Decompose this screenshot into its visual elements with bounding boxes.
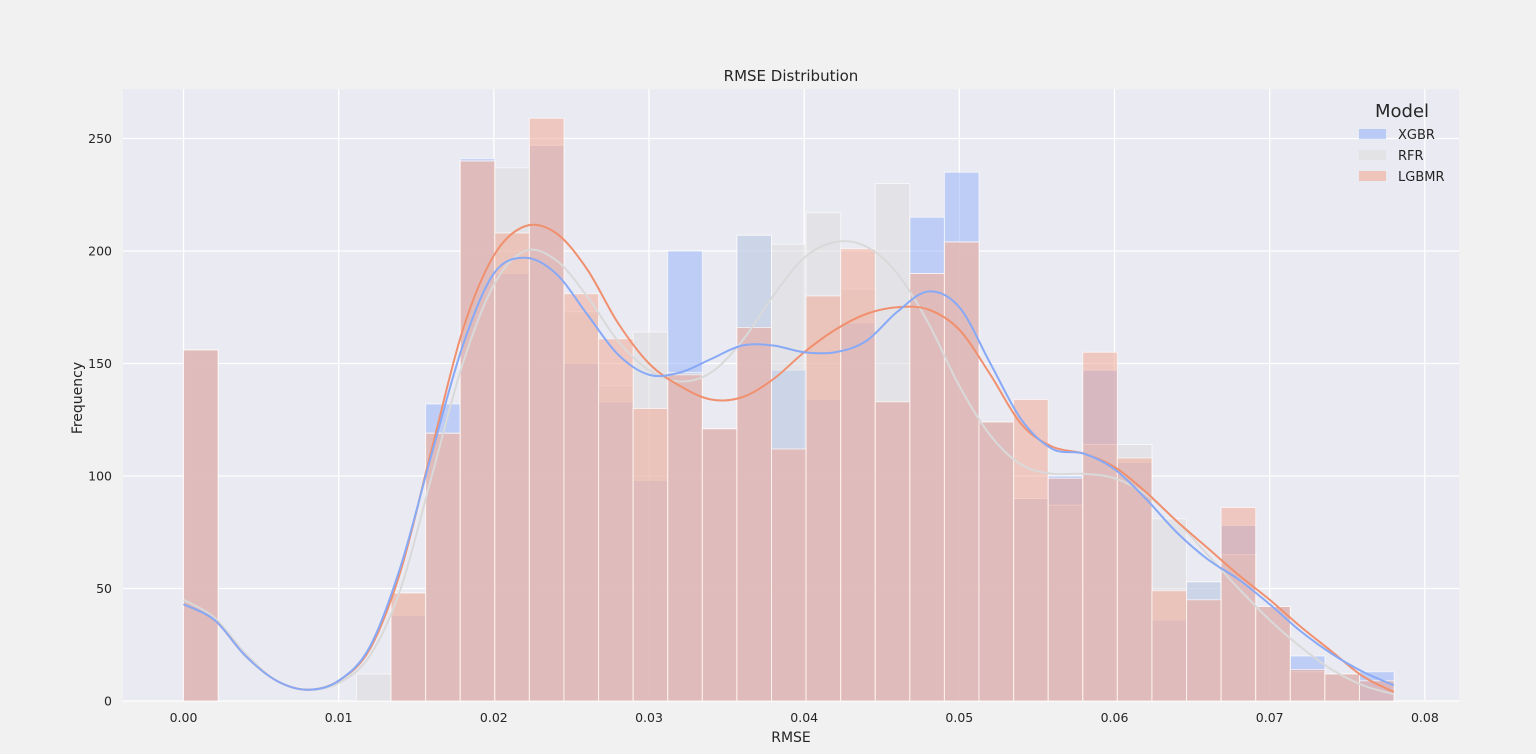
x-tick-label: 0.04 [790, 710, 818, 725]
kde-line-xgbr [183, 256, 1395, 691]
legend-label-lgbmr: LGBMR [1398, 170, 1444, 185]
bar-lgbmr-9 [494, 232, 530, 702]
bar-rfr-5 [355, 673, 392, 702]
bar-lgbmr-24 [1013, 399, 1049, 702]
legend-items: XGBR RFR LGBMR [1359, 128, 1444, 185]
y-tick-label: 150 [88, 356, 112, 371]
bar-lgbmr-31 [1255, 606, 1291, 702]
legend-swatch-xgbr [1359, 129, 1386, 139]
legend: Model XGBR RFR LGBMR [1359, 101, 1444, 185]
bar-lgbmr-34 [1358, 680, 1395, 702]
bar-lgbmr-13 [632, 408, 669, 702]
x-tick-label: 0.08 [1411, 710, 1439, 725]
x-axis-ticks: 0.00 0.01 0.02 0.03 0.04 0.05 0.06 0.07 0.08 [170, 710, 1439, 725]
kde-line-rfr [183, 240, 1395, 696]
bar-lgbmr-18 [805, 295, 842, 702]
y-tick-label: 0 [104, 694, 112, 709]
bar-lgbmr-30 [1220, 507, 1257, 702]
bar-lgbmr-6 [390, 592, 427, 702]
chart-title: RMSE Distribution [724, 67, 859, 85]
kde-curves [183, 223, 1395, 696]
bar-lgbmr-20 [874, 401, 911, 702]
y-tick-label: 100 [88, 469, 112, 484]
x-tick-label: 0.06 [1101, 710, 1129, 725]
bar-lgbmr-28 [1151, 590, 1188, 702]
bar-lgbmr-23 [978, 421, 1015, 702]
bar-lgbmr-26 [1082, 351, 1118, 702]
bar-lgbmr-8 [459, 160, 496, 702]
x-tick-label: 0.05 [945, 710, 973, 725]
kde-line-lgbmr [183, 223, 1395, 693]
legend-swatch-rfr [1359, 150, 1386, 160]
legend-label-rfr: RFR [1398, 149, 1424, 164]
bar-lgbmr-10 [528, 117, 565, 702]
bar-lgbmr-16 [736, 327, 772, 702]
legend-swatch-lgbmr [1359, 171, 1386, 181]
y-tick-label: 250 [88, 131, 112, 146]
x-tick-label: 0.02 [480, 710, 508, 725]
bar-lgbmr-22 [943, 241, 980, 702]
legend-label-xgbr: XGBR [1398, 128, 1435, 143]
x-tick-label: 0.07 [1256, 710, 1284, 725]
bar-lgbmr-12 [598, 338, 634, 702]
bar-lgbmr-14 [667, 374, 703, 702]
bar-lgbmr-7 [425, 432, 461, 702]
bar-lgbmr-17 [770, 448, 807, 702]
bar-lgbmr-21 [909, 273, 945, 702]
y-axis-ticks: 0 50 100 150 200 250 [88, 131, 112, 709]
bar-lgbmr-33 [1324, 673, 1360, 702]
bar-lgbmr-0 [183, 349, 219, 702]
y-axis-label: Frequency [70, 362, 86, 434]
x-tick-label: 0.00 [170, 710, 198, 725]
bar-lgbmr-15 [701, 428, 738, 702]
bar-lgbmr-11 [563, 293, 600, 702]
y-tick-label: 200 [88, 244, 112, 259]
x-tick-label: 0.03 [635, 710, 663, 725]
x-axis-label: RMSE [771, 730, 811, 746]
bar-lgbmr-32 [1289, 669, 1326, 702]
bar-lgbmr-25 [1047, 477, 1084, 702]
bar-lgbmr-29 [1186, 599, 1222, 702]
x-tick-label: 0.01 [325, 710, 353, 725]
y-tick-label: 50 [96, 581, 112, 596]
legend-title: Model [1375, 101, 1429, 122]
